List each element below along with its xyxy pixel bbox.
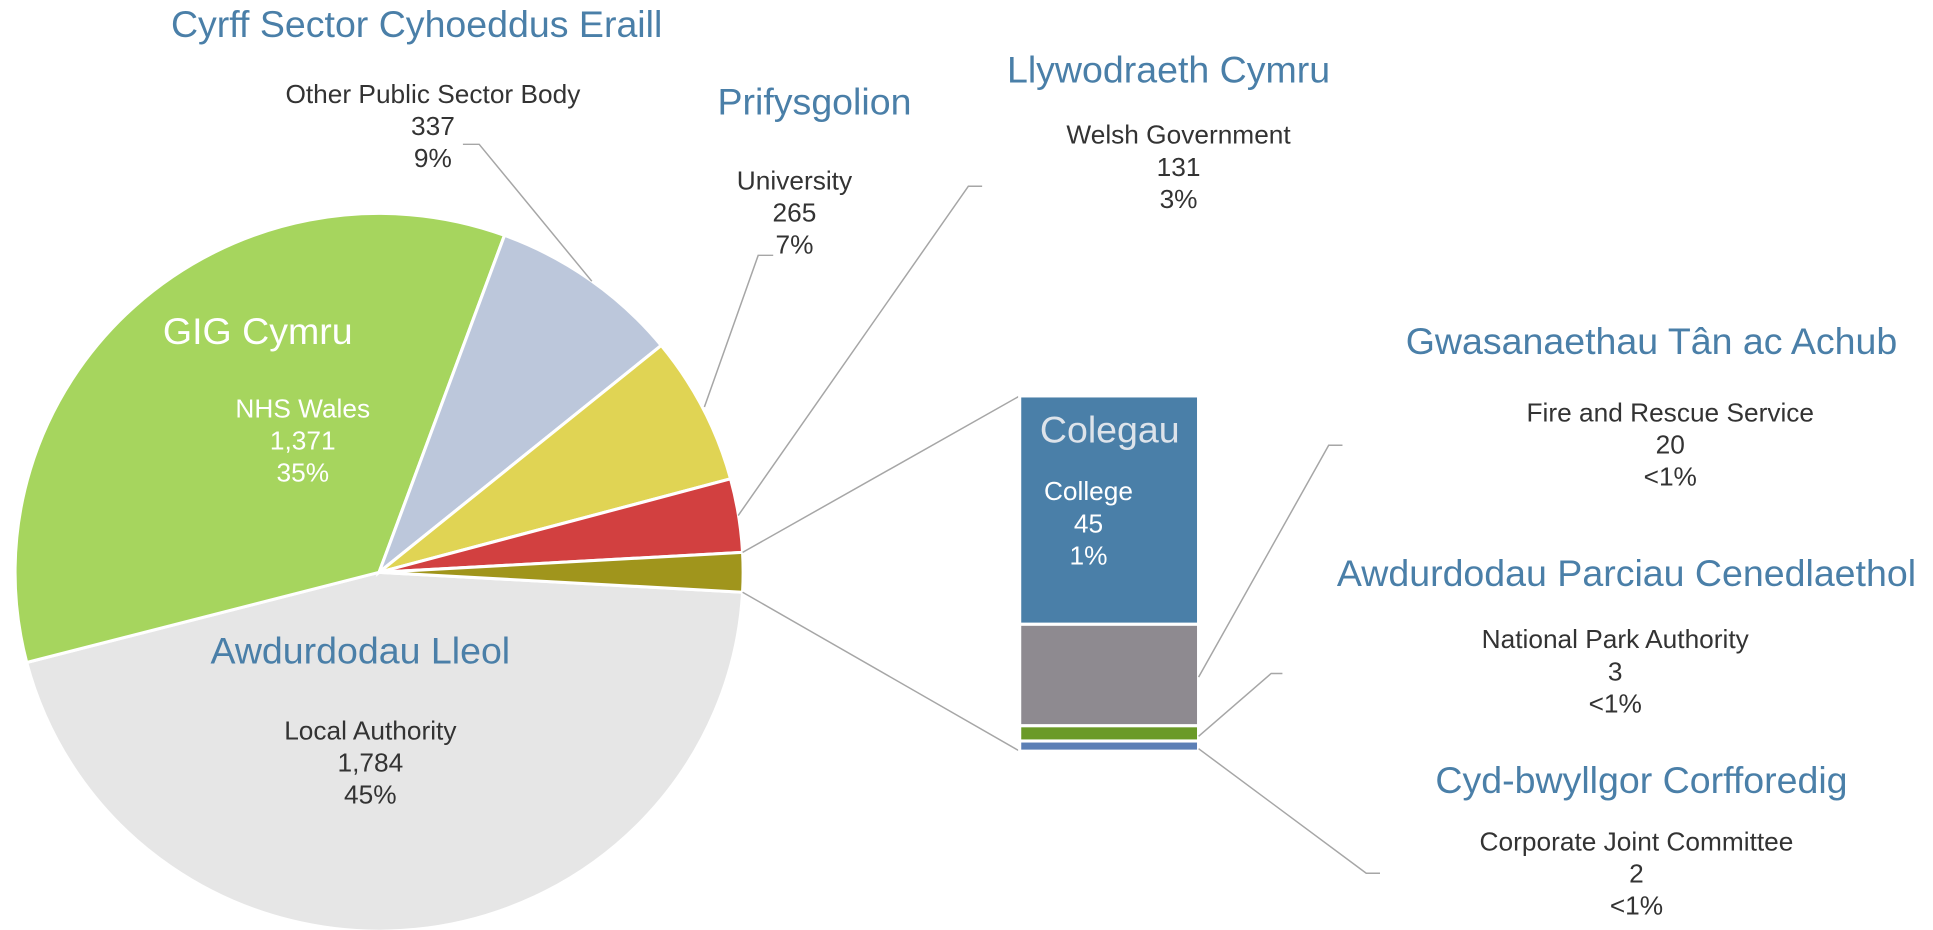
data-label: Fire and Rescue Service: [1526, 397, 1814, 427]
data-label: 3: [1608, 656, 1623, 686]
data-label: National Park Authority: [1482, 624, 1749, 654]
data-label: 1%: [1070, 541, 1108, 571]
data-label: 3%: [1160, 184, 1198, 214]
connector-line: [742, 395, 1021, 554]
leaders: [462, 143, 1380, 875]
bar-segment: [1018, 394, 1201, 626]
data-label: <1%: [1610, 891, 1663, 921]
data-label: 1,784: [337, 748, 403, 778]
leader-line: [1198, 672, 1283, 737]
connector-line: [742, 591, 1021, 752]
data-label: 1,371: [270, 426, 336, 456]
data-label: Local Authority: [284, 716, 456, 746]
data-label: NHS Wales: [235, 394, 370, 424]
data-label: 45%: [344, 780, 397, 810]
data-label: <1%: [1644, 462, 1697, 492]
data-label: Corporate Joint Committee: [1480, 827, 1794, 857]
leader-line: [1197, 444, 1343, 678]
data-label: 20: [1656, 430, 1685, 460]
data-label: College: [1044, 476, 1133, 506]
welsh-label: Awdurdodau Parciau Cenedlaethol: [1337, 552, 1916, 594]
data-label: Welsh Government: [1066, 120, 1291, 150]
data-label: 9%: [414, 143, 452, 173]
welsh-label: Awdurdodau Lleol: [210, 630, 510, 672]
data-label: 7%: [775, 230, 813, 260]
marks: [13, 211, 1201, 930]
data-label: <1%: [1589, 689, 1642, 719]
data-label: 337: [411, 111, 455, 141]
bar-segment: [1018, 724, 1201, 743]
data-label: 265: [773, 198, 817, 228]
welsh-label: Prifysgolion: [718, 81, 912, 123]
leader-line: [462, 143, 593, 282]
welsh-label: Cyrff Sector Cyhoeddus Eraill: [171, 3, 662, 45]
leader-line: [703, 254, 774, 408]
data-label: 2: [1629, 859, 1644, 889]
leader-line: [737, 185, 983, 516]
welsh-label: GIG Cymru: [163, 310, 353, 352]
leader-line: [1198, 748, 1380, 875]
welsh-label: Gwasanaethau Tân ac Achub: [1406, 320, 1898, 362]
data-label: 35%: [276, 458, 329, 488]
data-label: 45: [1074, 508, 1103, 538]
welsh-label: Colegau: [1040, 409, 1180, 451]
data-label: Other Public Sector Body: [285, 79, 580, 109]
pie-slice: [24, 570, 745, 930]
bar-segment: [1018, 739, 1201, 753]
pie-slice-other: [379, 550, 745, 594]
data-label: University: [737, 166, 852, 196]
pie-slice: [378, 343, 733, 574]
welsh-label: Cyd-bwyllgor Corfforedig: [1435, 759, 1847, 801]
bar-segment: [1018, 622, 1201, 728]
welsh-label: Llywodraeth Cymru: [1007, 49, 1330, 91]
pie-slice: [13, 211, 507, 665]
data-label: 131: [1157, 152, 1201, 182]
